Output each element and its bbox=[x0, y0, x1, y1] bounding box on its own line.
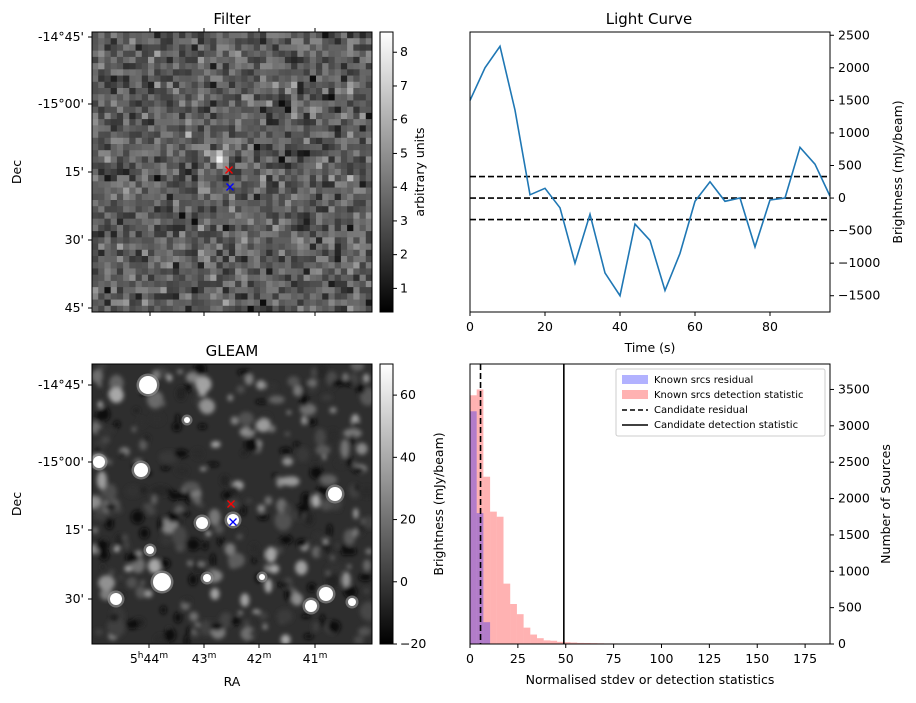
lightcurve-ytick-label: −1500 bbox=[838, 288, 880, 303]
gleam-colorbar-tick-label: −20 bbox=[400, 636, 426, 651]
lightcurve-ytick-label: −500 bbox=[838, 223, 872, 238]
histogram-xtick-label: 150 bbox=[745, 651, 769, 666]
residual-bar bbox=[483, 622, 490, 644]
lightcurve-xlabel: Time (s) bbox=[624, 340, 676, 355]
filter-ylabel: Dec bbox=[9, 160, 24, 184]
detection-bar bbox=[497, 517, 504, 644]
gleam-ytick-label: 15' bbox=[65, 522, 84, 537]
residual-bar bbox=[477, 513, 484, 644]
filter-image bbox=[92, 32, 372, 312]
legend-label-detection: Known srcs detection statistic bbox=[654, 390, 803, 401]
filter-panel: Filter -14°45' -15°00' 15' 30' 45' Dec 1 2 3 4 5… bbox=[9, 10, 427, 316]
filter-ytick-label: 15' bbox=[65, 164, 84, 179]
filter-colorbar bbox=[380, 32, 393, 312]
lightcurve-ytick-label: 2500 bbox=[838, 27, 870, 42]
detection-bar bbox=[544, 640, 551, 644]
gleam-title: GLEAM bbox=[206, 342, 259, 360]
legend-label-candidate-residual: Candidate residual bbox=[654, 405, 748, 416]
lightcurve-title: Light Curve bbox=[606, 10, 692, 28]
filter-colorbar-tick-label: 5 bbox=[400, 145, 408, 160]
histogram-ytick-label: 1500 bbox=[838, 527, 870, 542]
lightcurve-panel: Light Curve 0 20 40 60 80 −1500 −1000 −500 0 500 1… bbox=[466, 10, 905, 355]
detection-bar bbox=[490, 512, 497, 644]
detection-bar bbox=[524, 628, 531, 644]
filter-colorbar-label: arbitrary units bbox=[412, 127, 427, 216]
gleam-panel: GLEAM -14°45' -15°00' 15' 30' 5h44m 43m 42m 41m… bbox=[9, 342, 426, 689]
lightcurve-ytick-label: −1000 bbox=[838, 255, 880, 270]
detection-bar bbox=[483, 477, 490, 644]
gleam-xtick-label: 5h44m bbox=[130, 651, 168, 666]
histogram-ytick-label: 2000 bbox=[838, 491, 870, 506]
histogram-xtick-label: 100 bbox=[650, 651, 674, 666]
filter-ytick-label: 30' bbox=[65, 232, 84, 247]
detection-bar bbox=[530, 635, 537, 644]
histogram-ytick-label: 0 bbox=[838, 636, 846, 651]
histogram-xlabel: Normalised stdev or detection statistics bbox=[526, 672, 775, 687]
legend-label-candidate-detection: Candidate detection statistic bbox=[654, 420, 798, 431]
histogram-legend: Known srcs residual Known srcs detection… bbox=[616, 369, 825, 436]
histogram-ytick-label: 2500 bbox=[838, 454, 870, 469]
filter-colorbar-tick-label: 1 bbox=[400, 280, 408, 295]
legend-swatch-detection bbox=[622, 390, 648, 399]
histogram-ytick-label: 3000 bbox=[838, 418, 870, 433]
gleam-ytick-label: -15°00' bbox=[38, 454, 84, 469]
histogram-ytick-label: 3500 bbox=[838, 381, 870, 396]
filter-colorbar-tick-label: 2 bbox=[400, 247, 408, 262]
histogram-ylabel-right: Number of Sources bbox=[878, 444, 893, 564]
lightcurve-ytick-label: 2000 bbox=[838, 60, 870, 75]
lightcurve-xtick-label: 40 bbox=[612, 319, 628, 334]
gleam-xtick-label: 43m bbox=[192, 651, 217, 666]
histogram-xtick-label: 75 bbox=[606, 651, 622, 666]
lightcurve-ytick-label: 1000 bbox=[838, 125, 870, 140]
histogram-xtick-label: 175 bbox=[793, 651, 817, 666]
lightcurve-xtick-label: 0 bbox=[466, 319, 474, 334]
filter-colorbar-tick-label: 7 bbox=[400, 78, 408, 93]
legend-label-residual: Known srcs residual bbox=[654, 375, 753, 386]
histogram-ytick-label: 1000 bbox=[838, 563, 870, 578]
gleam-xtick-label: 42m bbox=[247, 651, 272, 666]
histogram-panel: 0 25 50 75 100 125 150 175 0 500 1000 1500 2000 2500 3… bbox=[431, 364, 893, 687]
detection-bar bbox=[504, 584, 511, 644]
gleam-xtick-label: 41m bbox=[303, 651, 328, 666]
filter-ytick-label: -15°00' bbox=[38, 96, 84, 111]
gleam-colorbar-tick-label: 0 bbox=[400, 574, 408, 589]
histogram-xtick-label: 50 bbox=[558, 651, 574, 666]
lightcurve-xtick-label: 60 bbox=[687, 319, 703, 334]
detection-bar bbox=[510, 604, 517, 644]
filter-ytick-label: 45' bbox=[65, 300, 84, 315]
histogram-xtick-label: 125 bbox=[697, 651, 721, 666]
gleam-colorbar-tick-label: 60 bbox=[400, 387, 416, 402]
gleam-ytick-label: 30' bbox=[65, 591, 84, 606]
gleam-colorbar-ticks: −20 0 20 40 60 bbox=[393, 387, 426, 651]
gleam-xlabel: RA bbox=[224, 674, 241, 689]
filter-colorbar-tick-label: 8 bbox=[400, 44, 408, 59]
legend-swatch-residual bbox=[622, 375, 648, 384]
filter-colorbar-ticks: 1 2 3 4 5 6 7 8 bbox=[393, 44, 408, 295]
lightcurve-ytick-label: 1500 bbox=[838, 92, 870, 107]
gleam-ylabel: Dec bbox=[9, 492, 24, 516]
lightcurve-xtick-label: 80 bbox=[762, 319, 778, 334]
gleam-colorbar-tick-label: 40 bbox=[400, 449, 416, 464]
gleam-colorbar bbox=[380, 364, 393, 644]
gleam-colorbar-tick-label: 20 bbox=[400, 512, 416, 527]
filter-colorbar-tick-label: 6 bbox=[400, 112, 408, 127]
histogram-xtick-label: 25 bbox=[510, 651, 526, 666]
lightcurve-ytick-label: 500 bbox=[838, 157, 862, 172]
lightcurve-xtick-label: 20 bbox=[537, 319, 553, 334]
histogram-xtick-label: 0 bbox=[466, 651, 474, 666]
filter-colorbar-tick-label: 4 bbox=[400, 179, 408, 194]
histogram-ylabel-left: Brightness (mJy/beam) bbox=[431, 432, 446, 575]
lightcurve-ytick-label: 0 bbox=[838, 190, 846, 205]
detection-bar bbox=[517, 614, 524, 644]
filter-ytick-label: -14°45' bbox=[38, 29, 84, 44]
gleam-ytick-label: -14°45' bbox=[38, 377, 84, 392]
lightcurve-ylabel: Brightness (mJy/beam) bbox=[890, 100, 905, 243]
filter-title: Filter bbox=[213, 10, 251, 28]
filter-colorbar-tick-label: 3 bbox=[400, 213, 408, 228]
detection-bar bbox=[537, 638, 544, 644]
residual-bar bbox=[470, 411, 477, 644]
histogram-ytick-label: 500 bbox=[838, 600, 862, 615]
